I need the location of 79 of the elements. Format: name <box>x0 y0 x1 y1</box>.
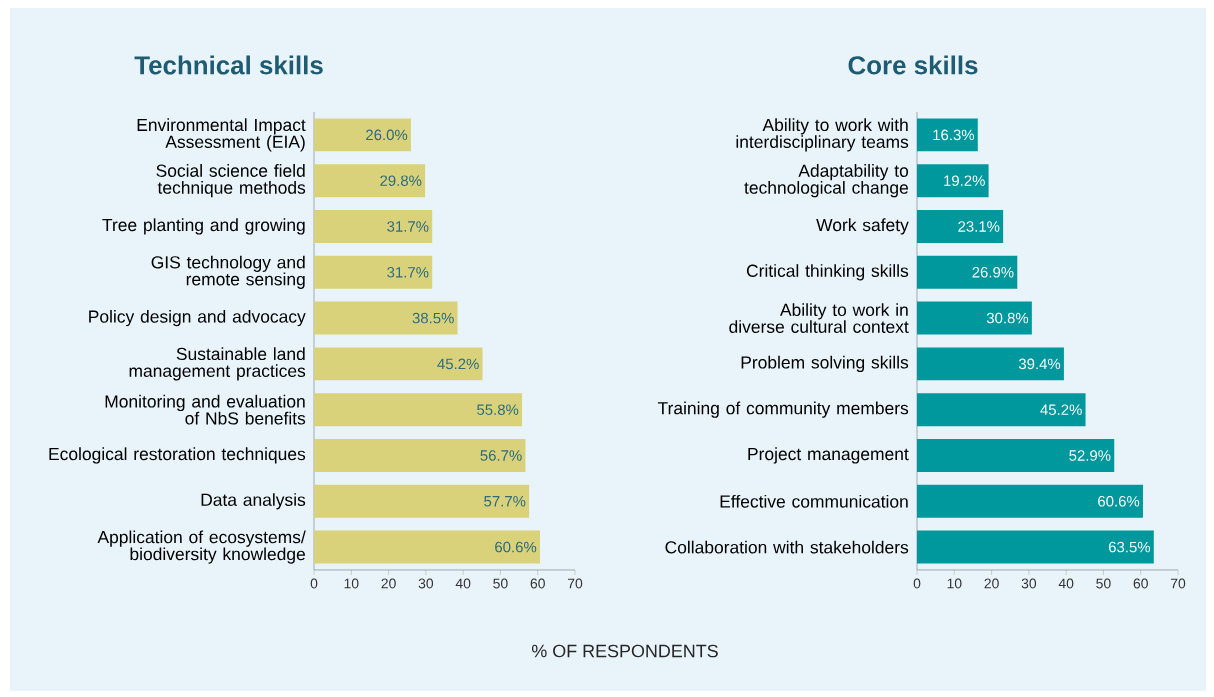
data-label: 60.6% <box>1098 495 1140 507</box>
y-tick-label: Project management <box>748 447 909 464</box>
data-label: 31.7% <box>387 266 429 278</box>
bar <box>314 530 540 564</box>
bar <box>917 255 1018 289</box>
data-label: 30.8% <box>986 312 1029 324</box>
x-tick-label: 30 <box>418 578 434 589</box>
y-tick-label: Environmental Impact Assessment (EIA) <box>137 118 306 152</box>
x-tick-label: 30 <box>1021 578 1037 589</box>
y-tick-label: Training of community members <box>657 401 909 418</box>
bar <box>917 439 1115 472</box>
bar <box>314 347 483 381</box>
x-tick-label: 60 <box>1133 578 1148 589</box>
data-label: 23.1% <box>958 221 1000 232</box>
bar <box>314 439 526 472</box>
bar <box>917 347 1064 381</box>
x-tick-label: 20 <box>381 578 396 589</box>
data-label: 38.5% <box>412 312 454 324</box>
y-tick-label: Sustainable land management practices <box>129 347 306 381</box>
bar <box>314 118 411 152</box>
data-label: 55.8% <box>477 404 519 415</box>
bar <box>314 393 523 427</box>
x-tick-label: 40 <box>455 578 471 589</box>
data-label: 31.7% <box>387 221 429 232</box>
y-tick-label: Social science field technique methods <box>156 164 306 198</box>
x-tick-label: 60 <box>530 578 545 589</box>
bar <box>314 255 433 289</box>
bar <box>314 164 426 198</box>
chart-title: Technical skills <box>134 55 323 75</box>
x-tick-label: 40 <box>1058 578 1074 589</box>
y-tick-label: Work safety <box>816 218 909 235</box>
y-tick-label: Application of ecosystems/ biodiversity knowledge <box>97 530 306 564</box>
data-label: 60.6% <box>495 541 537 553</box>
y-tick-label: Ecological restoration techniques <box>49 447 306 464</box>
y-tick-label: Problem solving skills <box>741 355 909 373</box>
x-tick-label: 0 <box>913 578 921 589</box>
data-label: 56.7% <box>480 450 522 461</box>
y-tick-label: Collaboration with stakeholders <box>665 540 909 554</box>
data-label: 19.2% <box>944 175 985 186</box>
y-tick-label: Policy design and advocacy <box>89 309 306 327</box>
chart-title: Core skills <box>848 55 978 75</box>
y-tick-label: Adaptability to technological change <box>744 164 909 198</box>
data-label: 57.7% <box>484 496 526 507</box>
x-tick-label: 10 <box>947 578 962 589</box>
x-tick-label: 50 <box>493 578 508 589</box>
data-label: 52.9% <box>1069 450 1111 461</box>
data-label: 26.9% <box>972 266 1014 278</box>
y-tick-label: Data analysis <box>201 493 306 510</box>
data-label: 45.2% <box>437 358 479 370</box>
data-label: 29.8% <box>380 175 422 186</box>
bar <box>917 209 1004 243</box>
x-tick-label: 0 <box>310 578 318 589</box>
y-tick-label: Effective communication <box>720 494 908 508</box>
data-label: 26.0% <box>366 129 408 141</box>
data-label: 45.2% <box>1040 404 1082 415</box>
data-label: 16.3% <box>933 129 975 141</box>
y-tick-label: Ability to work with interdisciplinary teams <box>736 118 909 152</box>
data-label: 39.4% <box>1018 358 1061 370</box>
bar <box>917 484 1143 518</box>
y-tick-label: Critical thinking skills <box>746 264 909 281</box>
x-tick-label: 20 <box>984 578 999 589</box>
bar <box>917 530 1154 564</box>
bar <box>917 393 1086 427</box>
x-tick-label: 70 <box>1170 578 1186 589</box>
bar <box>314 301 458 335</box>
bar <box>917 301 1032 335</box>
y-tick-label: Monitoring and evaluation of NbS benefits <box>105 394 306 425</box>
x-tick-label: 50 <box>1096 578 1111 589</box>
x-tick-label: 70 <box>567 578 583 589</box>
y-tick-label: GIS technology and remote sensing <box>151 255 305 289</box>
bar <box>917 164 989 198</box>
bar <box>314 484 530 518</box>
bar <box>917 118 978 152</box>
bar <box>314 209 433 243</box>
x-axis-title: % OF RESPONDENTS <box>531 644 718 658</box>
y-tick-label: Ability to work in diverse cultural context <box>729 303 909 333</box>
data-label: 63.5% <box>1108 541 1151 553</box>
y-tick-label: Tree planting and growing <box>102 218 305 235</box>
x-tick-label: 10 <box>344 578 359 589</box>
